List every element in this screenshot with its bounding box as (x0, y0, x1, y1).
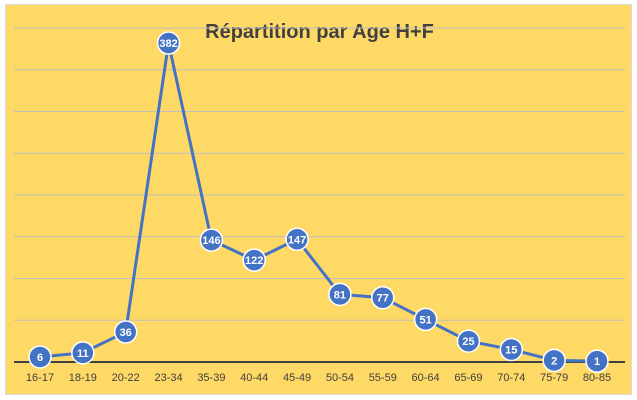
data-point[interactable]: 1 (585, 349, 609, 373)
data-label: 25 (462, 336, 474, 348)
data-point[interactable]: 51 (413, 307, 438, 332)
data-label: 11 (77, 348, 89, 360)
data-marker (28, 345, 52, 369)
data-marker (371, 285, 395, 310)
data-marker (456, 329, 481, 353)
x-tick-label: 40-44 (240, 372, 268, 384)
data-point[interactable]: 11 (71, 341, 95, 365)
data-point[interactable]: 25 (456, 329, 481, 353)
plot-area: 16-17 18-19 20-22 23-34 35-39 40-44 45-49 50-54… (14, 27, 625, 384)
data-label: 77 (377, 293, 389, 305)
data-label: 122 (245, 255, 263, 267)
data-markers: 6 11 36 382 146 122 147 81 77 51 25 15 2 1 (28, 31, 609, 373)
data-label: 382 (159, 38, 177, 50)
x-axis-tick-labels: 16-17 18-19 20-22 23-34 35-39 40-44 45-49 50-54… (26, 372, 611, 384)
chart-area[interactable]: Répartition par Age H+F 16-17 18-19 20-22 2… (5, 4, 632, 395)
data-marker (156, 31, 181, 55)
data-point[interactable]: 382 (156, 31, 181, 55)
data-label: 147 (288, 234, 306, 246)
data-point[interactable]: 146 (199, 228, 224, 252)
data-point[interactable]: 77 (371, 285, 395, 310)
data-point[interactable]: 147 (285, 227, 309, 252)
data-label: 146 (202, 235, 220, 247)
x-tick-label: 50-54 (326, 372, 354, 384)
x-tick-label: 65-69 (454, 372, 482, 384)
x-tick-label: 60-64 (412, 372, 440, 384)
x-tick-label: 55-59 (369, 372, 397, 384)
data-point[interactable]: 6 (28, 345, 52, 369)
x-tick-label: 80-85 (583, 372, 611, 384)
x-tick-label: 20-22 (112, 372, 140, 384)
data-label: 36 (120, 327, 132, 339)
x-tick-label: 16-17 (26, 372, 54, 384)
data-marker (242, 248, 266, 272)
data-point[interactable]: 81 (328, 282, 352, 307)
data-marker (285, 227, 309, 252)
data-label: 81 (334, 289, 346, 301)
x-tick-label: 75-79 (540, 372, 568, 384)
x-tick-label: 35-39 (197, 372, 225, 384)
x-tick-label: 70-74 (497, 372, 525, 384)
data-marker (71, 341, 95, 365)
chart-title: Répartition par Age H+F (205, 21, 434, 43)
data-label: 6 (37, 352, 43, 364)
data-point[interactable]: 15 (499, 337, 524, 362)
data-label: 15 (505, 344, 517, 356)
data-marker (413, 307, 438, 332)
data-marker (542, 348, 566, 373)
x-tick-label: 23-34 (154, 372, 182, 384)
x-tick-label: 45-49 (283, 372, 311, 384)
data-label: 1 (594, 356, 600, 368)
data-marker (113, 320, 138, 344)
data-point[interactable]: 36 (113, 320, 138, 344)
data-point[interactable]: 2 (542, 348, 566, 373)
data-label: 2 (551, 355, 557, 367)
data-marker (328, 282, 352, 307)
data-marker (585, 349, 609, 373)
data-marker (499, 337, 524, 362)
data-label: 51 (419, 314, 431, 326)
data-point[interactable]: 122 (242, 248, 266, 272)
gridlines (14, 27, 625, 321)
x-tick-label: 18-19 (69, 372, 97, 384)
data-marker (199, 228, 224, 252)
series-line (39, 41, 598, 363)
